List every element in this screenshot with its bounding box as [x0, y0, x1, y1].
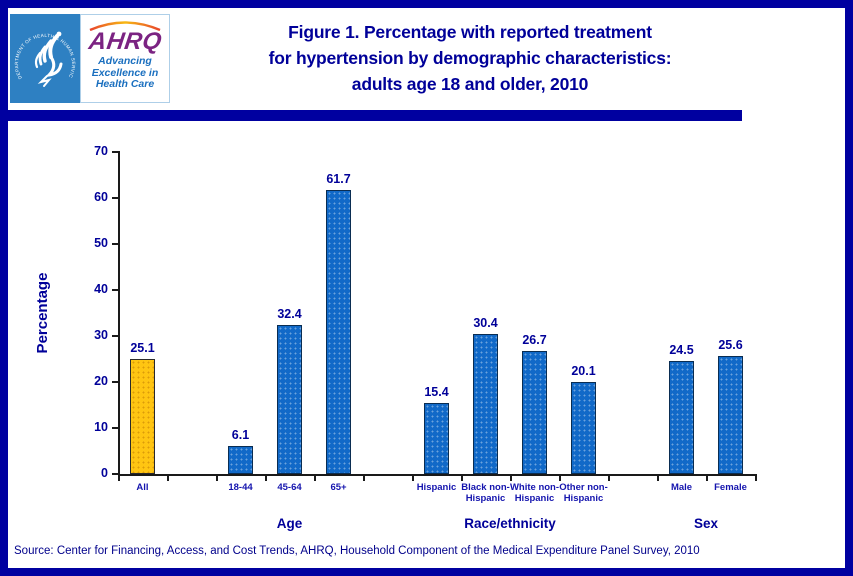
- bar: [424, 403, 449, 474]
- x-tick: [510, 476, 512, 481]
- bar: [228, 445, 253, 474]
- y-tick: [112, 335, 118, 337]
- bar: [473, 334, 498, 474]
- y-tick-label: 40: [94, 282, 108, 296]
- y-tick: [112, 151, 118, 153]
- y-tick: [112, 473, 118, 475]
- y-tick-label: 60: [94, 190, 108, 204]
- y-tick-label: 0: [101, 466, 108, 480]
- ahrq-tagline: Advancing Excellence in Health Care: [91, 55, 159, 90]
- group-label: Age: [276, 516, 303, 531]
- bar-category-label: Hispanic: [416, 482, 457, 493]
- bar-category-label: White non- Hispanic: [509, 482, 560, 504]
- x-tick: [608, 476, 610, 481]
- x-tick: [461, 476, 463, 481]
- x-tick: [314, 476, 316, 481]
- x-axis: [118, 474, 757, 476]
- figure-title-line-1: Figure 1. Percentage with reported treat…: [288, 22, 652, 42]
- x-tick: [363, 476, 365, 481]
- bar-value-label: 20.1: [571, 363, 596, 378]
- bar-value-label: 26.7: [522, 333, 547, 348]
- figure-title: Figure 1. Percentage with reported treat…: [108, 19, 832, 97]
- bar-category-label: 65+: [330, 482, 347, 493]
- title-divider: [8, 110, 742, 121]
- bar-value-label: 6.1: [231, 427, 250, 442]
- bar: [326, 190, 351, 474]
- hhs-seal-icon: DEPARTMENT OF HEALTH & HUMAN SERVICES • …: [8, 10, 80, 103]
- bar-category-label: 18-44: [228, 482, 253, 493]
- y-tick: [112, 427, 118, 429]
- bar-category-label: Other non- Hispanic: [559, 482, 608, 504]
- agency-logo: DEPARTMENT OF HEALTH & HUMAN SERVICES • …: [8, 10, 170, 103]
- x-tick: [118, 476, 120, 481]
- y-tick-label: 30: [94, 328, 108, 342]
- y-tick-label: 50: [94, 236, 108, 250]
- y-tick: [112, 243, 118, 245]
- figure-title-line-3: adults age 18 and older, 2010: [351, 74, 589, 94]
- x-tick: [216, 476, 218, 481]
- y-tick: [112, 289, 118, 291]
- y-axis-title: Percentage: [34, 272, 51, 354]
- bar-value-label: 15.4: [424, 385, 449, 400]
- figure-title-line-2: for hypertension by demographic characte…: [268, 48, 672, 68]
- bar-value-label: 61.7: [326, 172, 351, 187]
- bar-category-label: Black non- Hispanic: [461, 482, 510, 504]
- bar-category-label: Male: [670, 482, 693, 493]
- x-tick: [167, 476, 169, 481]
- x-tick: [265, 476, 267, 481]
- bar-value-label: 25.6: [718, 338, 743, 353]
- y-axis: [118, 151, 120, 475]
- ahrq-logo: AHRQ Advancing Excellence in Health Care: [80, 14, 170, 103]
- bar: [669, 361, 694, 474]
- x-tick: [559, 476, 561, 481]
- y-tick-label: 20: [94, 374, 108, 388]
- bar-value-label: 30.4: [473, 316, 498, 331]
- y-tick-label: 10: [94, 420, 108, 434]
- bar-value-label: 24.5: [669, 343, 694, 358]
- bar: [522, 351, 547, 474]
- x-tick: [412, 476, 414, 481]
- bar-category-label: 45-64: [277, 482, 302, 493]
- bar-category-label: Female: [714, 482, 747, 493]
- hhs-eagle-icon: [34, 31, 63, 87]
- bar: [130, 358, 155, 474]
- bar-chart: Percentage 0 10 20 30 40 50 60 70 25.1 All 6.1 18-4…: [8, 8, 845, 568]
- bar: [571, 381, 596, 474]
- x-tick: [755, 476, 757, 481]
- x-tick: [706, 476, 708, 481]
- bar-category-label: All: [136, 482, 149, 493]
- y-tick: [112, 197, 118, 199]
- rainbow-arc-icon: [89, 21, 161, 31]
- bar: [277, 324, 302, 474]
- group-label: Sex: [693, 516, 719, 531]
- x-tick: [657, 476, 659, 481]
- y-tick-label: 70: [94, 144, 108, 158]
- bar-value-label: 25.1: [130, 340, 155, 355]
- bar: [718, 356, 743, 474]
- group-label: Race/ethnicity: [464, 516, 556, 531]
- bar-value-label: 32.4: [277, 306, 302, 321]
- y-tick: [112, 381, 118, 383]
- source-note: Source: Center for Financing, Access, an…: [14, 545, 700, 557]
